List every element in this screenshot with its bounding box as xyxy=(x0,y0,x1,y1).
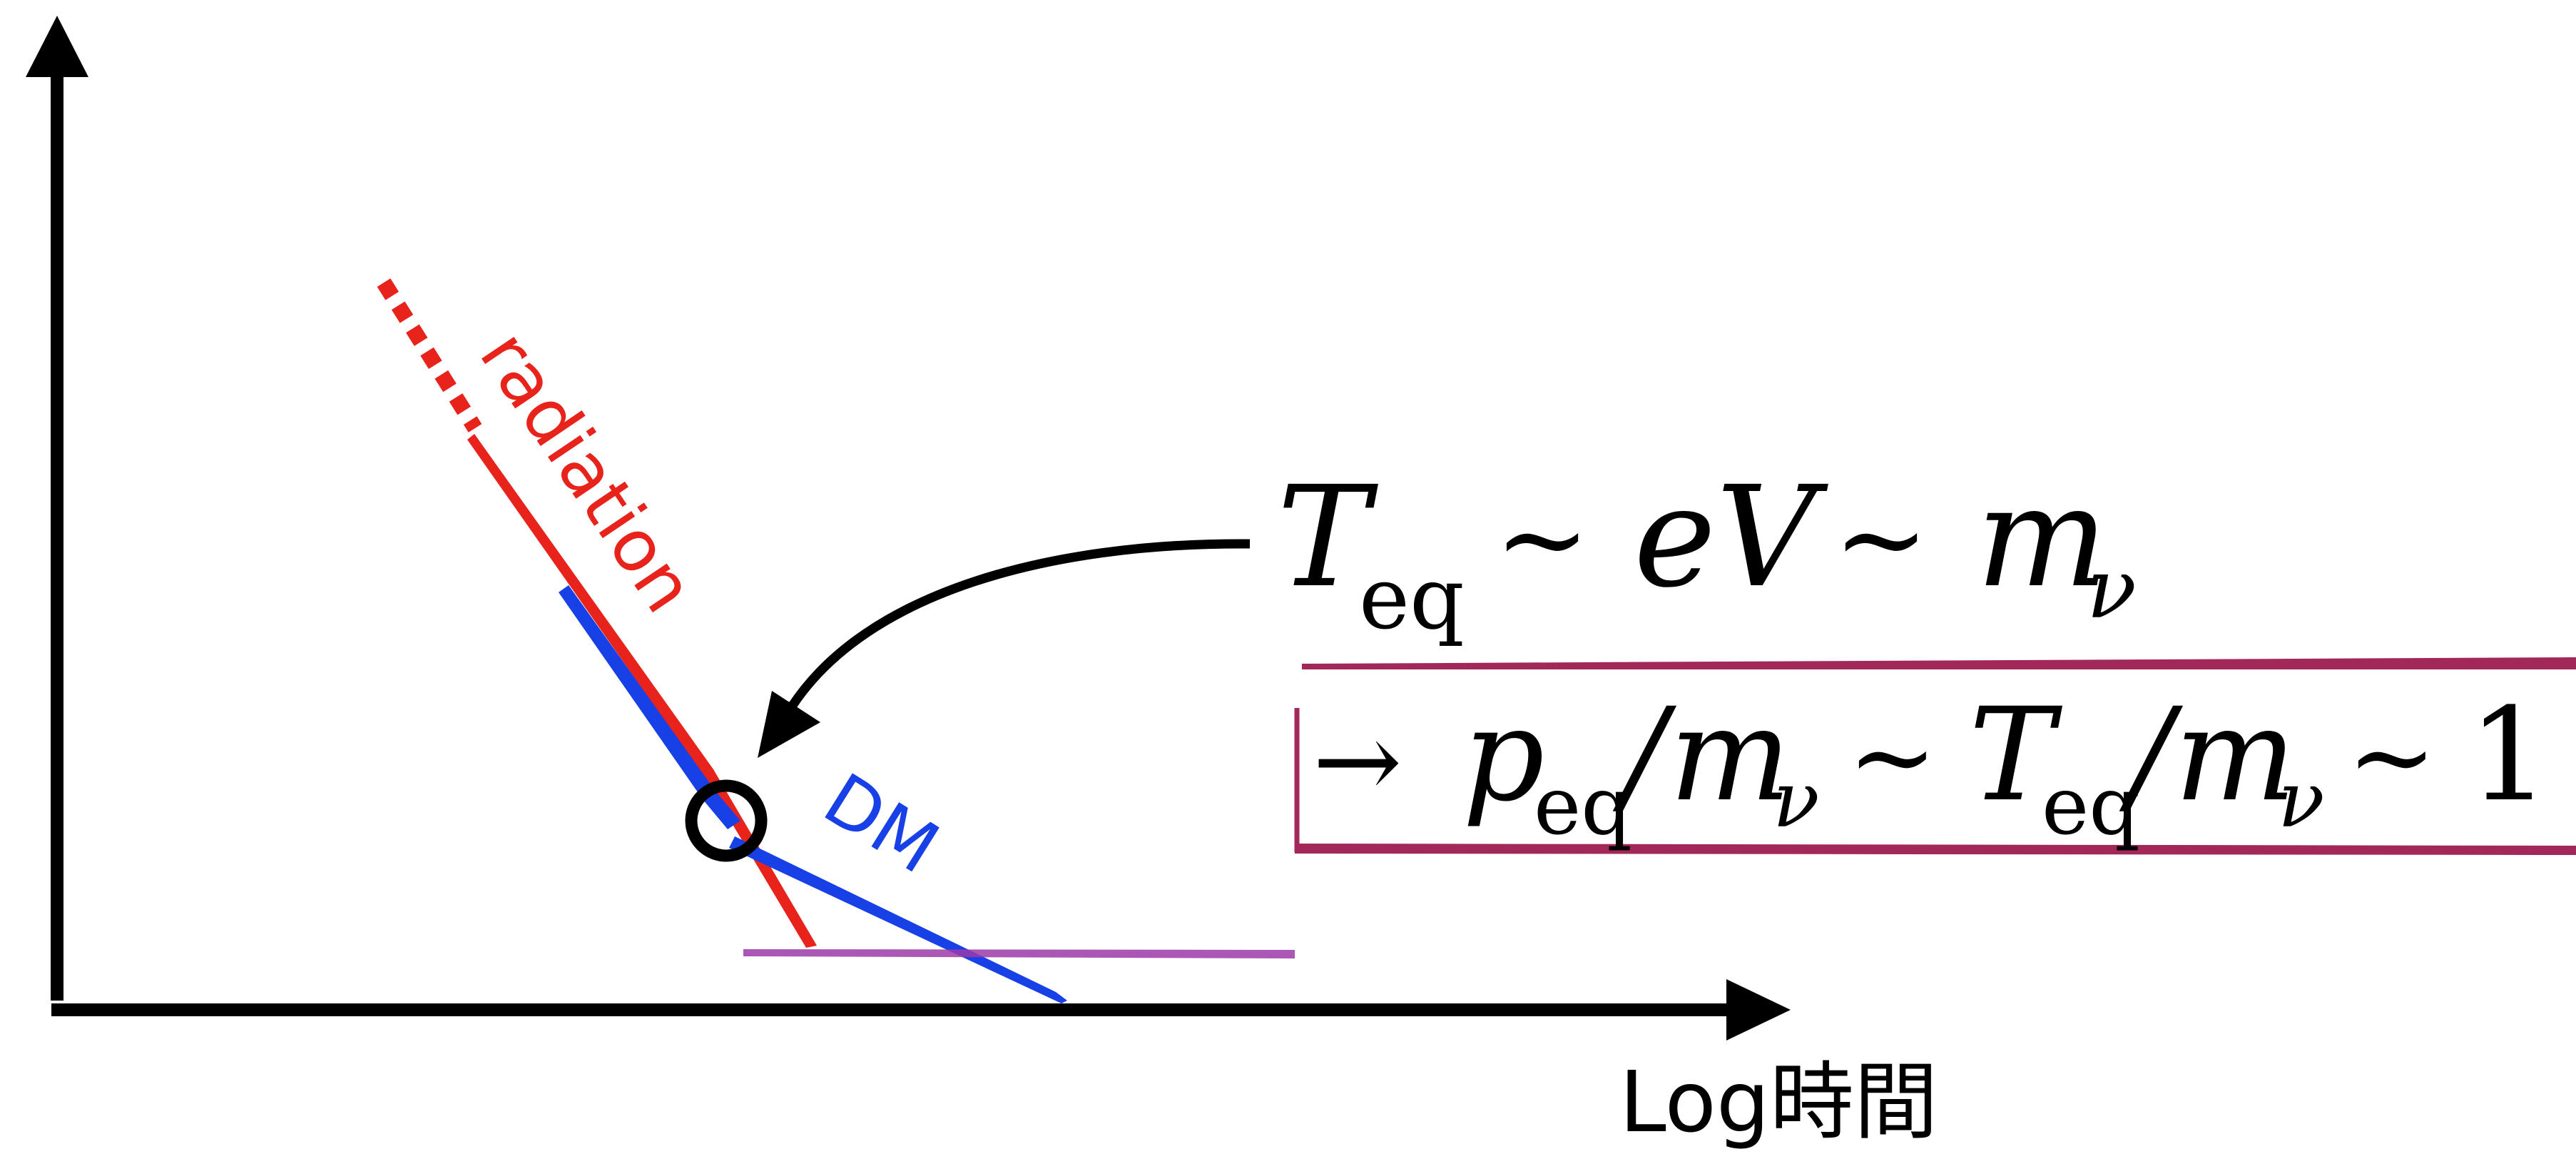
highlight-top-stroke xyxy=(1302,657,2576,669)
eq1-m-subscript: ν xyxy=(2087,542,2137,637)
eq2-arrow: → xyxy=(1313,699,1402,824)
eq2-m-1: m xyxy=(1669,681,1791,830)
eq2-one: 1 xyxy=(2468,681,2550,830)
radiation-line xyxy=(467,434,817,948)
pointer-arrow-curve xyxy=(788,539,1251,709)
eq1-sim-1: ~ xyxy=(1495,472,1590,605)
eq1-sim-2: ~ xyxy=(1833,472,1929,605)
eq2-m-2-subscript: ν xyxy=(2278,756,2325,845)
x-axis-label: Log時間 xyxy=(1619,1053,1938,1151)
radiation-dotted-extension xyxy=(377,278,482,432)
eq1-T-subscript: eq xyxy=(1359,550,1465,649)
eq2-m-2: m xyxy=(2174,681,2296,830)
axes xyxy=(26,16,1791,1041)
equation-highlight-box xyxy=(1294,657,2576,855)
dm-label: DM xyxy=(810,757,952,890)
eq2-T: T xyxy=(1969,681,2063,830)
eq2-sim-2: ~ xyxy=(2347,695,2437,819)
eq1-T: T xyxy=(1277,456,1378,618)
eq2-m-1-subscript: ν xyxy=(1773,756,1820,845)
highlight-bottom-stroke xyxy=(1295,844,2576,855)
eq2-p: p xyxy=(1462,681,1544,830)
radiation-curve xyxy=(377,278,817,948)
equality-point-marker xyxy=(685,779,768,862)
dm-line-shallow xyxy=(729,836,1067,1003)
dm-line-steep xyxy=(559,585,740,829)
eq2-p-subscript: eq xyxy=(1534,760,1632,853)
pointer-arrowhead xyxy=(758,691,820,758)
y-axis-arrowhead xyxy=(26,16,88,77)
dm-curve xyxy=(559,585,1067,1003)
equation-temperature: T eq ~ eV ~ m ν xyxy=(1277,456,2137,649)
energy-baseline-line xyxy=(743,949,1295,958)
pointer-arrow xyxy=(758,539,1251,758)
equation-momentum: → p eq / m ν ~ T eq / m ν ~ 1 xyxy=(1313,681,2550,853)
eq1-eV: eV xyxy=(1634,456,1828,618)
eq2-sim-1: ~ xyxy=(1848,695,1938,819)
x-axis-arrowhead xyxy=(1726,979,1791,1041)
eq1-m: m xyxy=(1976,456,2108,618)
eq2-T-subscript: eq xyxy=(2042,760,2140,853)
